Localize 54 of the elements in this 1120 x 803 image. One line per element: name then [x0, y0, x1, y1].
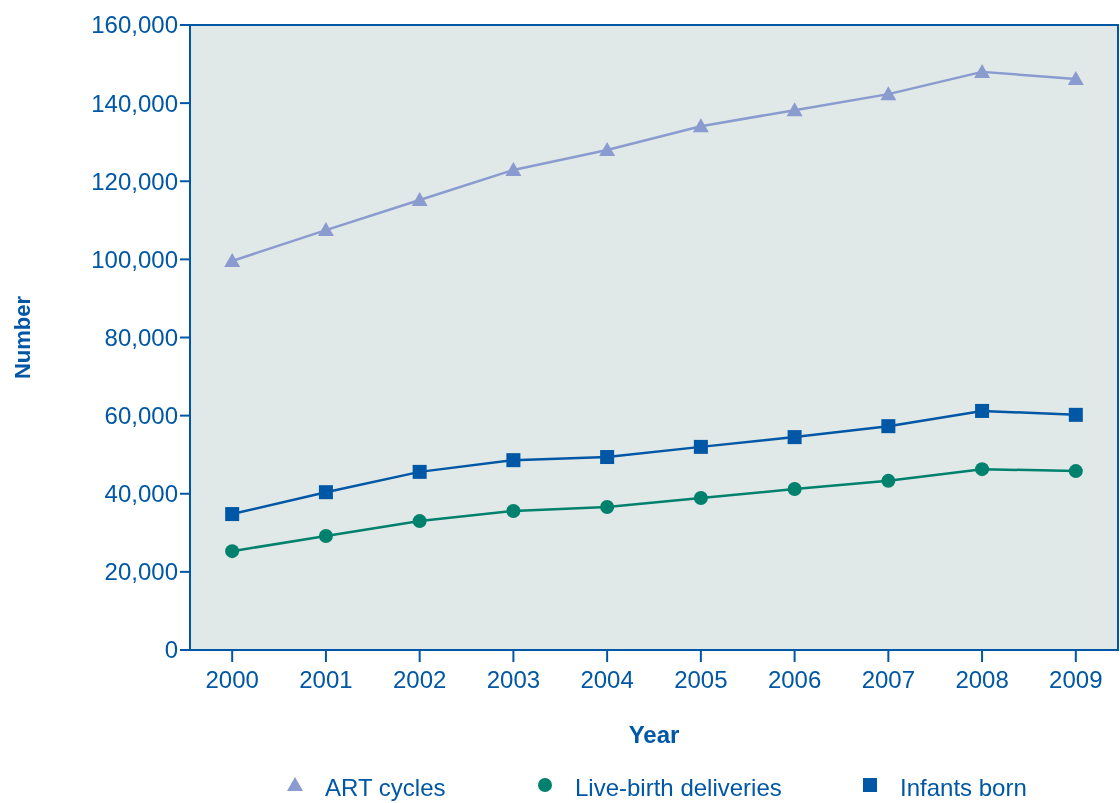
y-tick-label: 60,000 [104, 402, 178, 430]
point [318, 485, 333, 500]
x-tick-label: 2006 [767, 666, 822, 693]
y-tick-label: 140,000 [91, 89, 178, 117]
point [600, 500, 615, 515]
point [411, 192, 428, 206]
legend-label: Infants born [900, 774, 1027, 802]
point [975, 462, 990, 477]
y-tick-label: 20,000 [104, 558, 178, 586]
point [787, 482, 802, 497]
point [1067, 70, 1084, 85]
legend-label: ART cycles [325, 774, 446, 802]
x-tick-label: 2007 [861, 666, 916, 693]
y-tick-label: 0 [164, 636, 178, 664]
point [693, 491, 708, 506]
x-tick-label: 2003 [486, 666, 541, 693]
y-tick-label: 100,000 [91, 245, 178, 273]
point [1068, 464, 1083, 479]
point [881, 419, 896, 434]
point [975, 403, 990, 418]
point [880, 86, 897, 101]
point [881, 473, 896, 488]
x-tick-label: 2001 [299, 666, 353, 693]
x-tick-label: 2002 [392, 666, 447, 693]
point [506, 453, 521, 468]
x-tick-label: 2000 [205, 666, 259, 693]
point [786, 102, 803, 117]
point [505, 161, 522, 176]
legend-label: Live-birth deliveries [575, 774, 782, 802]
point [787, 430, 802, 445]
point [317, 222, 334, 237]
point [412, 514, 427, 529]
point [225, 507, 240, 522]
x-tick-label: 2009 [1049, 666, 1103, 693]
point [1068, 407, 1083, 422]
point [600, 450, 615, 465]
x-axis-title: Year [628, 721, 680, 748]
point [225, 544, 240, 559]
point [412, 464, 427, 479]
point [599, 142, 616, 156]
y-tick-label: 120,000 [91, 167, 178, 195]
y-tick-label: 80,000 [104, 323, 178, 351]
point [693, 439, 708, 454]
y-axis-title: Number [10, 295, 35, 380]
x-tick-label: 2004 [580, 666, 634, 693]
point [974, 63, 991, 78]
point [318, 528, 333, 543]
y-tick-label: 40,000 [104, 480, 178, 508]
point [224, 252, 241, 267]
y-tick-label: 160,000 [91, 11, 178, 39]
point [506, 503, 521, 518]
x-tick-label: 2005 [674, 666, 728, 693]
x-tick-label: 2008 [955, 666, 1009, 693]
point [692, 118, 709, 133]
